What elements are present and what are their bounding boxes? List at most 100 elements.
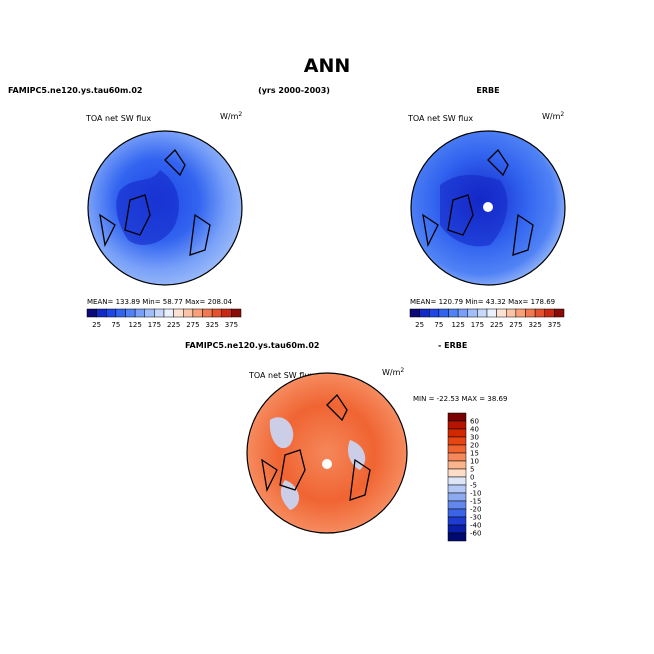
units-label: W/m2 bbox=[542, 111, 564, 121]
colorbar-box bbox=[447, 420, 467, 430]
colorbar-box bbox=[447, 428, 467, 438]
figure-title: ANN bbox=[304, 55, 351, 77]
colorbar: 25 75 125 175 225 275 325 375 bbox=[86, 308, 242, 329]
units-label: W/m2 bbox=[382, 367, 404, 377]
colorbar: 25 75 125 175 225 275 325 375 bbox=[409, 308, 565, 329]
colorbar-box bbox=[447, 524, 467, 534]
stats: MIN = -22.53 MAX = 38.69 bbox=[413, 395, 507, 403]
colorbar-box bbox=[447, 532, 467, 542]
colorbar-label: -5 bbox=[470, 482, 477, 490]
colorbar-label: 25 bbox=[92, 321, 101, 329]
colorbar-label: 5 bbox=[470, 466, 474, 474]
colorbar-box bbox=[534, 308, 545, 318]
colorbar-box bbox=[447, 460, 467, 470]
colorbar-box bbox=[221, 308, 232, 318]
colorbar-box bbox=[429, 308, 440, 318]
colorbar-box bbox=[115, 308, 126, 318]
colorbar-label: -10 bbox=[470, 490, 481, 498]
colorbar-box bbox=[447, 436, 467, 446]
colorbar-box bbox=[134, 308, 145, 318]
colorbar-box bbox=[96, 308, 107, 318]
colorbar-label: 125 bbox=[451, 321, 464, 329]
colorbar-label: -40 bbox=[470, 522, 481, 530]
colorbar-label: -60 bbox=[470, 530, 481, 538]
colorbar-box bbox=[554, 308, 565, 318]
colorbar-box bbox=[86, 308, 97, 318]
colorbar-label: 275 bbox=[509, 321, 522, 329]
colorbar-box bbox=[447, 476, 467, 486]
colorbar-label: 125 bbox=[128, 321, 141, 329]
colorbar-box bbox=[525, 308, 536, 318]
colorbar-label: 75 bbox=[434, 321, 443, 329]
colorbar-box bbox=[457, 308, 468, 318]
variable-label: TOA net SW flux bbox=[85, 114, 151, 123]
colorbar-label: 10 bbox=[470, 458, 479, 466]
colorbar-label: 275 bbox=[186, 321, 199, 329]
colorbar-label: -30 bbox=[470, 514, 481, 522]
colorbar-label: 25 bbox=[415, 321, 424, 329]
colorbar-box bbox=[477, 308, 488, 318]
colorbar-box bbox=[447, 516, 467, 526]
left-header: FAMIPC5.ne120.ys.tau60m.02 bbox=[8, 86, 142, 95]
colorbar-box bbox=[419, 308, 430, 318]
colorbar-box bbox=[202, 308, 213, 318]
diff-right-header: - ERBE bbox=[438, 341, 467, 350]
colorbar-label: 325 bbox=[528, 321, 541, 329]
colorbar-box bbox=[447, 468, 467, 478]
colorbar-box bbox=[496, 308, 507, 318]
variable-label: TOA net SW flux bbox=[407, 114, 473, 123]
colorbar-label: -15 bbox=[470, 498, 481, 506]
diff-left-header: FAMIPC5.ne120.ys.tau60m.02 bbox=[185, 341, 319, 350]
colorbar-label: 60 bbox=[470, 418, 479, 426]
colorbar-label: 225 bbox=[167, 321, 180, 329]
colorbar-label: 20 bbox=[470, 442, 479, 450]
colorbar-label: 175 bbox=[148, 321, 161, 329]
colorbar-box bbox=[447, 444, 467, 454]
colorbar-box bbox=[183, 308, 194, 318]
colorbar-box bbox=[447, 452, 467, 462]
right-header: ERBE bbox=[476, 86, 499, 95]
colorbar-label: 75 bbox=[111, 321, 120, 329]
units-label: W/m2 bbox=[220, 111, 242, 121]
colorbar-box bbox=[106, 308, 117, 318]
colorbar-box bbox=[447, 412, 467, 422]
polar-map bbox=[87, 130, 243, 286]
colorbar-box bbox=[163, 308, 174, 318]
colorbar-label: -20 bbox=[470, 506, 481, 514]
polar-map bbox=[246, 372, 408, 534]
polar-map bbox=[410, 130, 566, 286]
colorbar-label: 30 bbox=[470, 434, 479, 442]
colorbar-box bbox=[409, 308, 420, 318]
colorbar-label: 15 bbox=[470, 450, 479, 458]
variable-label: TOA net SW flux bbox=[248, 371, 314, 380]
colorbar-box bbox=[144, 308, 155, 318]
colorbar-box bbox=[506, 308, 517, 318]
colorbar-box bbox=[515, 308, 526, 318]
colorbar-box bbox=[211, 308, 222, 318]
center-header: (yrs 2000-2003) bbox=[258, 86, 330, 95]
colorbar-label: 375 bbox=[548, 321, 561, 329]
colorbar-label: 325 bbox=[205, 321, 218, 329]
stats: MEAN= 133.89 Min= 58.77 Max= 208.04 bbox=[87, 298, 233, 306]
colorbar-box bbox=[447, 508, 467, 518]
colorbar-box bbox=[192, 308, 203, 318]
colorbar-box bbox=[154, 308, 165, 318]
colorbar-label: 225 bbox=[490, 321, 503, 329]
colorbar-box bbox=[447, 484, 467, 494]
colorbar-box bbox=[447, 492, 467, 502]
colorbar-box bbox=[173, 308, 184, 318]
colorbar-label: 40 bbox=[470, 426, 479, 434]
colorbar-box bbox=[544, 308, 555, 318]
colorbar-box bbox=[125, 308, 136, 318]
colorbar-label: 0 bbox=[470, 474, 474, 482]
colorbar-box bbox=[486, 308, 497, 318]
colorbar-box bbox=[467, 308, 478, 318]
colorbar-box bbox=[447, 500, 467, 510]
colorbar-label: 375 bbox=[225, 321, 238, 329]
colorbar-label: 175 bbox=[471, 321, 484, 329]
colorbar-box bbox=[231, 308, 242, 318]
stats: MEAN= 120.79 Min= 43.32 Max= 178.69 bbox=[410, 298, 555, 306]
colorbar-box bbox=[438, 308, 449, 318]
